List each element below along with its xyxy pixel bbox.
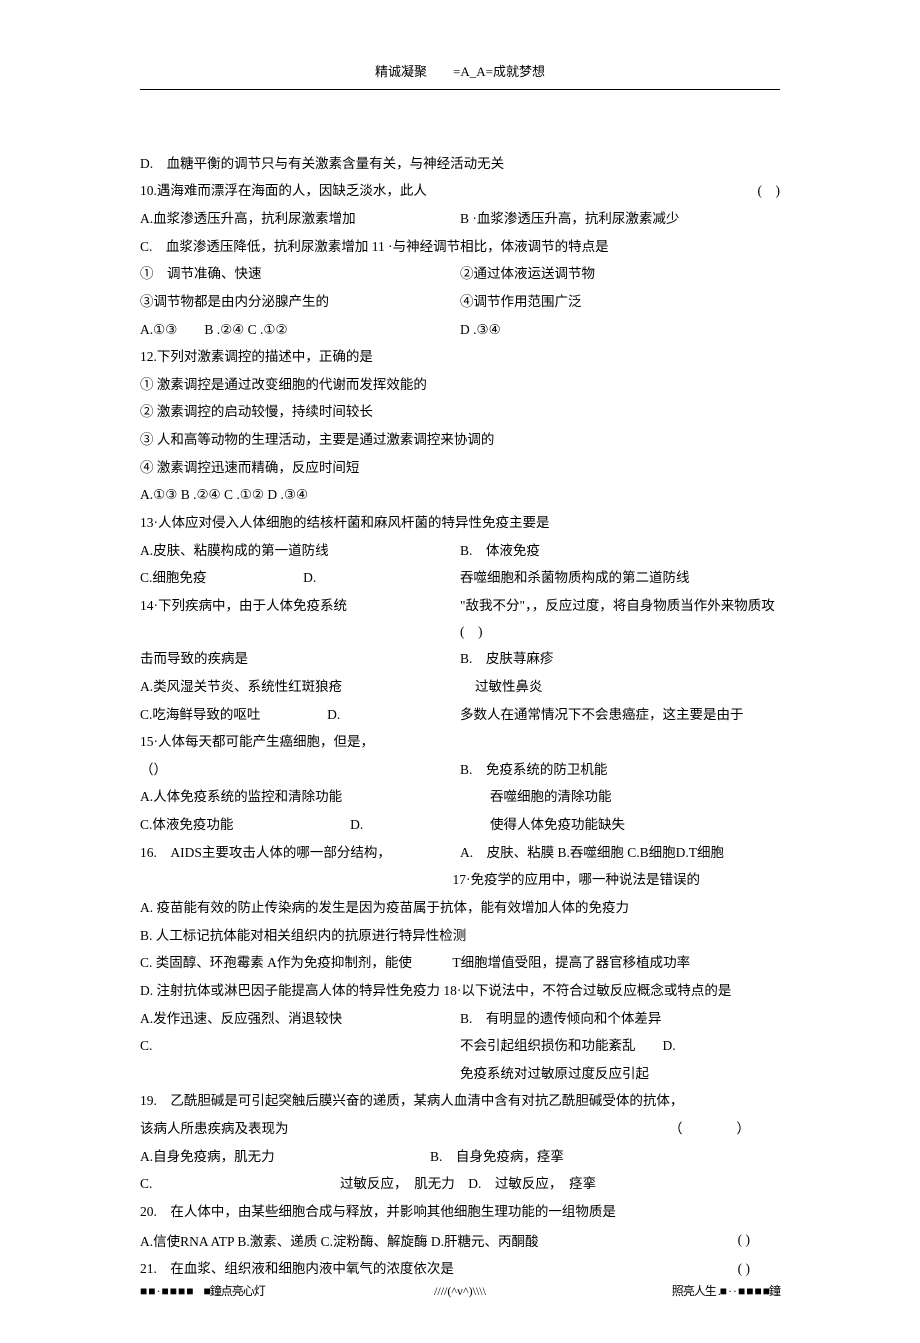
q15-opt-b: B. 免疫系统的防卫机能 xyxy=(460,757,780,783)
q11-opts: A.①③ B .②④ C .①② D .③④ xyxy=(140,316,780,344)
q14-opt-a: A.类风湿关节炎、系统性红斑狼疮 xyxy=(140,674,445,700)
q14-opt-c: C.吃海鲜导致的呕吐 D. xyxy=(140,702,460,728)
q19-row-ab: A.自身免疫病，肌无力 B. 自身免疫病，痉挛 xyxy=(140,1143,780,1171)
q14-opt-b: B. 皮肤荨麻疹 xyxy=(460,646,780,672)
q18-blank xyxy=(140,1061,460,1087)
q11-item1: ① 调节准确、快速 xyxy=(140,261,460,287)
question-17: 17·免疫学的应用中，哪一种说法是错误的 xyxy=(140,866,780,894)
page-footer: ■ ■ · ■ ■ ■ ■ ■鐘点亮心灯 ////(^v^)\\\\ 照亮人生 … xyxy=(140,1280,780,1303)
question-14: 14·下列疾病中，由于人体免疫系统 "敌我不分"，，反应过度，将自身物质当作外来… xyxy=(140,592,780,645)
q11-items-12: ① 调节准确、快速 ②通过体液运送调节物 xyxy=(140,260,780,288)
q15-row4: C.体液免疫功能 D. 使得人体免疫功能缺失 xyxy=(140,811,780,839)
q17-opt-b: B. 人工标记抗体能对相关组织内的抗原进行特异性检测 xyxy=(140,922,780,950)
q21-paren: ( ) xyxy=(738,1256,750,1282)
q10-blank: ( ) xyxy=(758,178,781,204)
q19-cd-text: 过敏反应， 肌无力 D. 过敏反应， 痉挛 xyxy=(340,1171,596,1197)
question-10: 10.遇海难而漂浮在海面的人，因缺乏淡水，此人 ( ) xyxy=(140,177,780,205)
q10-text: 10.遇海难而漂浮在海面的人，因缺乏淡水，此人 xyxy=(140,183,427,198)
footer-right: 照亮人生 .■ · · ■ ■ ■ ■鐘 xyxy=(672,1280,780,1303)
q15-c-text: C.体液免疫功能 xyxy=(140,817,233,832)
q11-item2: ②通过体液运送调节物 xyxy=(460,261,780,287)
q14-cont: 击而导致的疾病是 xyxy=(140,646,460,672)
q18-opt-c: C. xyxy=(140,1033,460,1059)
q11-items-34: ③调节物都是由内分泌腺产生的 ④调节作用范围广泛 xyxy=(140,288,780,316)
q11-opts-right: D .③④ xyxy=(460,317,780,343)
q10-row-ab: A.血浆渗透压升高，抗利尿激素增加 B ·血浆渗透压升高，抗利尿激素减少 xyxy=(140,205,780,233)
q14-row4: C.吃海鲜导致的呕吐 D. 多数人在通常情况下不会患癌症，这主要是由于 xyxy=(140,701,780,729)
q18-opt-a: A.发作迅速、反应强烈、消退较快 xyxy=(140,1006,460,1032)
q11-item3: ③调节物都是由内分泌腺产生的 xyxy=(140,289,460,315)
q13-opt-d-text: 吞噬细胞和杀菌物质构成的第二道防线 xyxy=(460,565,780,591)
question-13: 13·人体应对侵入人体细胞的结核杆菌和麻风杆菌的特异性免疫主要是 xyxy=(140,509,780,537)
q18-row-cd: C. 不会引起组织损伤和功能紊乱 D. xyxy=(140,1032,780,1060)
q14-d-label: D. xyxy=(327,707,340,722)
footer-mid: ////(^v^)\\\\ xyxy=(434,1280,486,1303)
q11-opts-left: A.①③ B .②④ C .①② xyxy=(140,317,460,343)
q17-opt-d-q18: D. 注射抗体或淋巴因子能提高人体的特异性免疫力 18·以下说法中，不符合过敏反… xyxy=(140,977,780,1005)
q19-cont: 该病人所患疾病及表现为 （ ） xyxy=(140,1115,780,1143)
question-20: 20. 在人体中，由某些细胞合成与释放，并影响其他细胞生理功能的一组物质是 xyxy=(140,1198,780,1226)
q12-item3: ③ 人和高等动物的生理活动，主要是通过激素调控来协调的 xyxy=(140,426,780,454)
q14-right: "敌我不分"，，反应过度，将自身物质当作外来物质攻 ( ) xyxy=(460,593,780,644)
q15-opt-c: C.体液免疫功能 D. xyxy=(140,812,430,838)
q14-right2: 过敏性鼻炎 xyxy=(445,674,780,700)
question-19: 19. 乙酰胆碱是可引起突触后膜兴奋的递质，某病人血清中含有对抗乙酰胆碱受体的抗… xyxy=(140,1087,780,1115)
q18-opt-b: B. 有明显的遗传倾向和个体差异 xyxy=(460,1006,780,1032)
q13-row-ab: A.皮肤、粘膜构成的第一道防线 B. 体液免疫 xyxy=(140,537,780,565)
q20-paren: ( ) xyxy=(738,1227,750,1253)
q12-item4: ④ 激素调控迅速而精确，反应时间短 xyxy=(140,454,780,482)
q16-text: 16. AIDS主要攻击人体的哪一部分结构， xyxy=(140,840,460,866)
q21-text: 21. 在血浆、组织液和细胞内液中氧气的浓度依次是 xyxy=(140,1261,454,1276)
q13-row-cd: C.细胞免疫 D. 吞噬细胞和杀菌物质构成的第二道防线 xyxy=(140,564,780,592)
q17-opt-a: A. 疫苗能有效的防止传染病的发生是因为疫苗属于抗体，能有效增加人体的免疫力 xyxy=(140,894,780,922)
q19-blank: （ ） xyxy=(669,1116,750,1142)
q13-opt-b: B. 体液免疫 xyxy=(460,538,780,564)
q15-row2: （） B. 免疫系统的防卫机能 xyxy=(140,756,780,784)
q13-opt-c: C.细胞免疫 D. xyxy=(140,565,460,591)
q12-opts: A.①③ B .②④ C .①② D .③④ xyxy=(140,481,780,509)
q19-opt-b: B. 自身免疫病，痉挛 xyxy=(430,1144,780,1170)
q14-text: 14·下列疾病中，由于人体免疫系统 xyxy=(140,593,460,644)
question-16: 16. AIDS主要攻击人体的哪一部分结构， A. 皮肤、粘膜 B.吞噬细胞 C… xyxy=(140,839,780,867)
q13-c-label: C.细胞免疫 xyxy=(140,570,206,585)
content-body: D. 血糖平衡的调节只与有关激素含量有关，与神经活动无关 10.遇海难而漂浮在海… xyxy=(140,150,780,1283)
option-d-9: D. 血糖平衡的调节只与有关激素含量有关，与神经活动无关 xyxy=(140,150,780,178)
q14-row3: A.类风湿关节炎、系统性红斑狼疮 过敏性鼻炎 xyxy=(140,673,780,701)
q11-item4: ④调节作用范围广泛 xyxy=(460,289,780,315)
q10-opt-c-q11: C. 血浆渗透压降低，抗利尿激素增加 11 ·与神经调节相比，体液调节的特点是 xyxy=(140,233,780,261)
q17-opt-c: C. 类固醇、环孢霉素 A作为免疫抑制剂，能使 T细胞增值受阻，提高了器官移植成… xyxy=(140,949,780,977)
q14-c-text: C.吃海鲜导致的呕吐 xyxy=(140,707,260,722)
q20-opts: A.信使RNA ATP B.激素、递质 C.淀粉酶、解旋酶 D.肝糖元、丙酮酸 xyxy=(140,1228,780,1256)
q15-row3: A.人体免疫系统的监控和清除功能 吞噬细胞的清除功能 xyxy=(140,783,780,811)
q15-right2: 吞噬细胞的清除功能 xyxy=(430,784,780,810)
q19-row-cd: C. 过敏反应， 肌无力 D. 过敏反应， 痉挛 xyxy=(140,1170,780,1198)
q15-opt-a: A.人体免疫系统的监控和清除功能 xyxy=(140,784,430,810)
q10-opt-b: B ·血浆渗透压升高，抗利尿激素减少 xyxy=(460,206,780,232)
q18-row-ab: A.发作迅速、反应强烈、消退较快 B. 有明显的遗传倾向和个体差异 xyxy=(140,1005,780,1033)
q15-paren: （） xyxy=(140,757,460,783)
question-12: 12.下列对激素调控的描述中，正确的是 xyxy=(140,343,780,371)
q18-d-text: 免疫系统对过敏原过度反应引起 xyxy=(460,1061,780,1087)
q19-cont-text: 该病人所患疾病及表现为 xyxy=(140,1121,289,1136)
q10-opt-a: A.血浆渗透压升高，抗利尿激素增加 xyxy=(140,206,460,232)
footer-left: ■ ■ · ■ ■ ■ ■ ■鐘点亮心灯 xyxy=(140,1280,265,1303)
q15-right-text: 多数人在通常情况下不会患癌症，这主要是由于 xyxy=(460,702,780,728)
q15-d-label: D. xyxy=(350,817,363,832)
q19-a-text: A.自身免疫病，肌无力 xyxy=(140,1149,275,1164)
q18-c-text: 不会引起组织损伤和功能紊乱 D. xyxy=(460,1033,780,1059)
q12-item2: ② 激素调控的启动较慢，持续时间较长 xyxy=(140,398,780,426)
question-21: 21. 在血浆、组织液和细胞内液中氧气的浓度依次是 ( ) xyxy=(140,1255,780,1283)
question-15: 15·人体每天都可能产生癌细胞，但是， xyxy=(140,728,780,756)
q13-d-label: D. xyxy=(303,570,316,585)
q12-item1: ① 激素调控是通过改变细胞的代谢而发挥效能的 xyxy=(140,371,780,399)
q16-right-text: 使得人体免疫功能缺失 xyxy=(430,812,780,838)
q16-opts: A. 皮肤、粘膜 B.吞噬细胞 C.B细胞D.T细胞 xyxy=(460,840,780,866)
page-header: 精诚凝聚 =A_A=成就梦想 xyxy=(140,60,780,90)
q14-row2: 击而导致的疾病是 B. 皮肤荨麻疹 xyxy=(140,645,780,673)
q18-row-d2: 免疫系统对过敏原过度反应引起 xyxy=(140,1060,780,1088)
q19-opt-c: C. xyxy=(140,1171,340,1197)
q13-opt-a: A.皮肤、粘膜构成的第一道防线 xyxy=(140,538,460,564)
